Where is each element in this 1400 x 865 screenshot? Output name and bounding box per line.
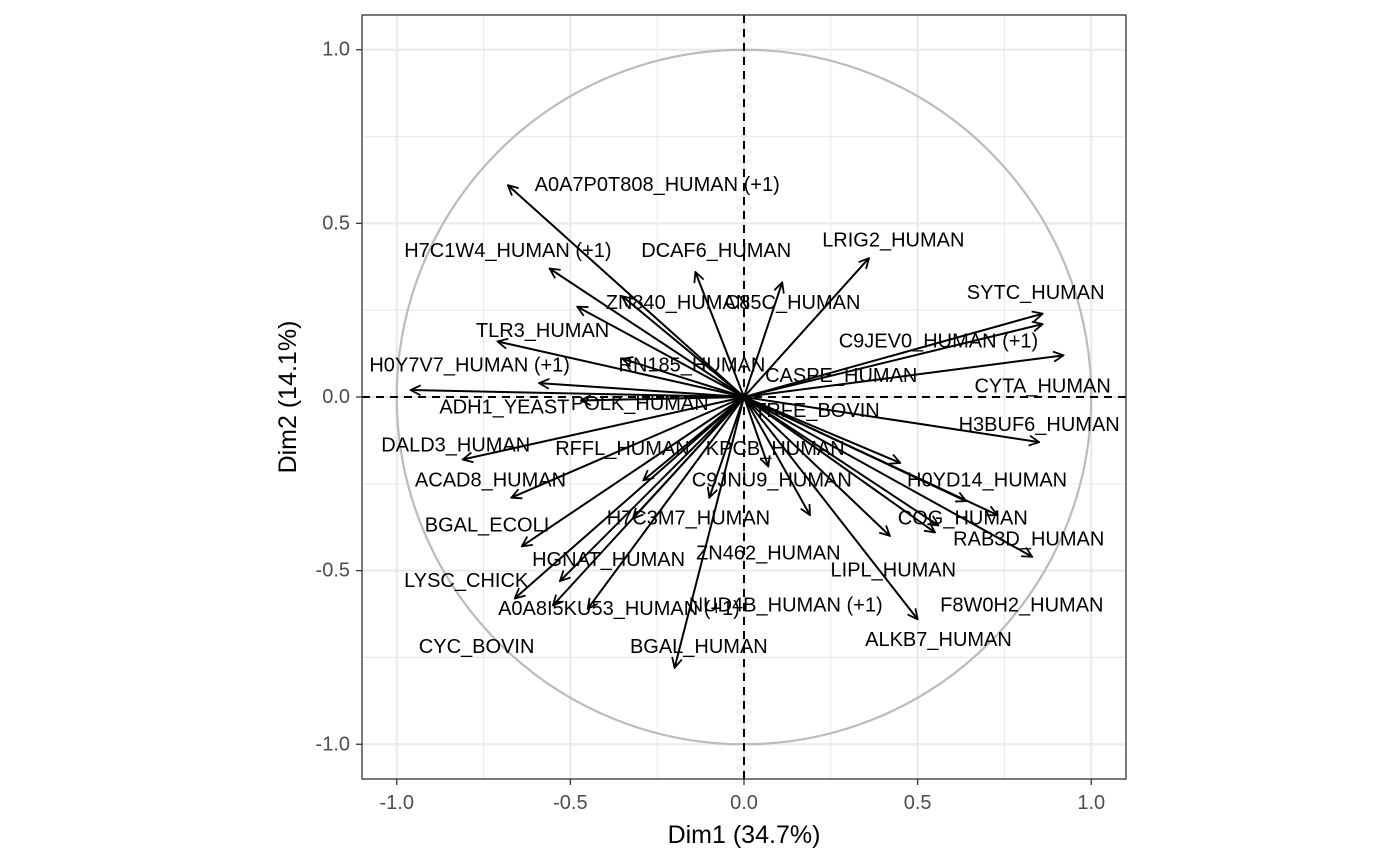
variable-label: HGNAT_HUMAN [532, 549, 685, 571]
variable-arrow [622, 296, 745, 398]
x-tick-label: 0.0 [730, 792, 758, 814]
variable-arrow [743, 282, 782, 398]
variable-label: CYC_BOVIN [419, 636, 535, 658]
variable-label: NUD4B_HUMAN (+1) [689, 594, 883, 616]
variable-label: SYTC_HUMAN [967, 282, 1105, 304]
variable-arrow [743, 396, 998, 515]
variable-label: TRFE_BOVIN [754, 400, 880, 422]
variable-label: LIPL_HUMAN [831, 560, 957, 582]
y-tick-label: -0.5 [316, 560, 350, 582]
y-tick-label: 0.5 [322, 212, 350, 234]
y-tick-label: 0.0 [322, 386, 350, 408]
variable-label: RN185_HUMAN [619, 355, 766, 377]
variable-arrow [743, 314, 1043, 398]
variable-labels: A0A7P0T808_HUMAN (+1) H7C1W4_HUMAN (+1) DC… [369, 174, 1119, 658]
variable-arrow [743, 396, 938, 525]
axes: -1.0 -0.5 0.0 0.5 1.0 -1.0 -0.5 0.0 0.5 1.0 [316, 39, 1106, 814]
variable-label: H0Y7V7_HUMAN (+1) [369, 355, 570, 377]
x-tick-label: -1.0 [379, 792, 413, 814]
variable-label: H7C1W4_HUMAN (+1) [404, 240, 611, 262]
variable-label: CYTA_HUMAN [974, 376, 1110, 398]
variable-arrow [743, 396, 768, 466]
variable-label: ZN462_HUMAN [696, 542, 840, 564]
variable-arrow [588, 396, 745, 609]
variable-arrow [743, 396, 935, 532]
variable-label: LRIG2_HUMAN [822, 230, 964, 252]
variable-label: CASPE_HUMAN [765, 365, 917, 387]
variable-arrow [497, 341, 745, 398]
variable-arrow [515, 396, 745, 598]
variable-label: DCAF6_HUMAN [641, 240, 791, 262]
variable-arrow [622, 359, 745, 398]
variable-arrow [743, 396, 900, 463]
variable-arrow [550, 269, 745, 398]
variable-label: LYSC_CHICK [404, 570, 529, 592]
variable-arrow [577, 307, 745, 398]
variable-arrow [411, 390, 745, 398]
variable-label: C9JEV0_HUMAN (+1) [839, 330, 1039, 352]
y-axis-title: Dim2 (14.1%) [274, 321, 302, 474]
variable-arrow [675, 396, 745, 668]
variable-arrow [508, 185, 745, 398]
variable-arrow [539, 383, 745, 398]
variable-label: A0A7P0T808_HUMAN (+1) [535, 174, 780, 196]
variable-label: DALD3_HUMAN [381, 435, 530, 457]
variable-arrow [743, 324, 1043, 398]
variable-arrow [743, 396, 890, 536]
variable-arrow [553, 396, 745, 605]
variable-label: COG_HUMAN [898, 508, 1028, 530]
variable-arrow [743, 396, 1039, 442]
variable-label: C85C_HUMAN [725, 292, 861, 314]
variable-label: BGAL_ECOLI [425, 514, 550, 536]
variable-label: ADH1_YEAST [439, 396, 569, 418]
variable-label: BGAL_HUMAN [630, 636, 768, 658]
x-tick-label: 0.5 [904, 792, 932, 814]
variable-arrow [581, 397, 745, 400]
variable-arrow [695, 272, 745, 398]
variable-label: RFFL_HUMAN [555, 438, 689, 460]
variable-label: ACAD8_HUMAN [415, 469, 566, 491]
variable-arrow [743, 258, 869, 398]
variable-arrow [463, 396, 745, 460]
variable-arrow [743, 396, 1032, 557]
variable-arrow [709, 396, 745, 498]
variable-label: ZN840_HUMAN [606, 292, 750, 314]
variable-label: H7C3M7_HUMAN [607, 508, 770, 530]
variable-label: F8W0H2_HUMAN [940, 594, 1103, 616]
variable-label: ALKB7_HUMAN [865, 629, 1012, 651]
variable-label: A0A8I5KU53_HUMAN (+1) [498, 598, 740, 620]
variable-label: H3BUF6_HUMAN [959, 414, 1120, 436]
x-tick-label: -0.5 [553, 792, 587, 814]
variable-arrow [560, 396, 745, 581]
variable-arrow [743, 396, 810, 515]
variable-label: H0YD14_HUMAN [907, 469, 1067, 491]
variable-arrow [743, 396, 918, 619]
variable-arrow [511, 396, 745, 498]
y-tick-label: -1.0 [316, 733, 350, 755]
x-tick-label: 1.0 [1077, 792, 1105, 814]
x-axis-title: Dim1 (34.7%) [668, 821, 821, 849]
variable-label: RAB3D_HUMAN [953, 528, 1104, 550]
variable-label: POLK_HUMAN [571, 393, 709, 415]
variable-vectors [411, 185, 1064, 668]
variable-label: C9JNU9_HUMAN [692, 469, 852, 491]
y-tick-label: 1.0 [322, 39, 350, 61]
variable-arrow [522, 396, 745, 546]
variable-label: TLR3_HUMAN [476, 320, 609, 342]
variable-arrow [743, 355, 1063, 398]
variable-label: KPCB_HUMAN [706, 438, 845, 460]
